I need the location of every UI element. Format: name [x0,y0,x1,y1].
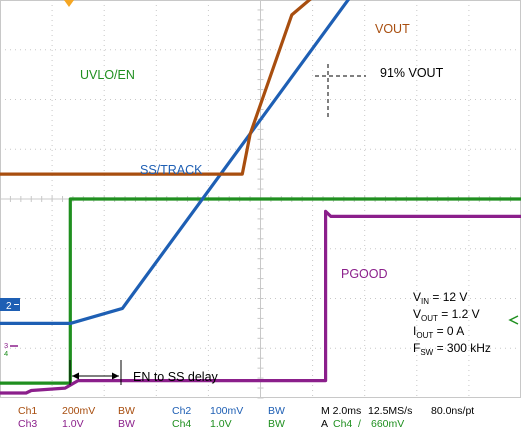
vin-condition: VIN = 12 V [413,290,467,306]
ch4-label: Ch4 [172,418,191,430]
ch1-label: Ch1 [18,405,37,417]
vout-91-label: 91% VOUT [380,66,444,80]
trace-uvlo-en [0,197,521,385]
ch1-scale: 200mV [62,405,95,417]
ch4-ground-marker: 4 [4,349,8,358]
pgood-label: PGOOD [341,267,388,281]
trigger-source-prefix: A [321,418,328,430]
trigger-level-icon [508,315,519,325]
ch2-bw: BW [268,405,285,417]
ch4-bw: BW [268,418,285,430]
ch4-scale: 1.0V [210,418,232,430]
ch3-ground-marker: 3 [4,341,18,350]
fsw-condition: FSW = 300 kHz [413,341,491,357]
svg-text:2: 2 [6,301,12,312]
trace-ss-track [0,0,351,325]
ch2-ground-marker: 2 [0,298,20,312]
svg-text:3: 3 [4,341,8,350]
trace-vout [0,0,312,176]
scope-footer: Ch1 200mV BW Ch2 100mV BW M 2.0ms 12.5MS… [18,405,474,430]
svg-text:4: 4 [4,349,8,358]
ch2-label: Ch2 [172,405,191,417]
delay-bounds [69,360,122,385]
trigger-channel: Ch4 [333,418,352,430]
trigger-slope-icon: / [358,418,361,430]
uvlo-en-label: UVLO/EN [80,68,135,82]
trace-pgood [0,209,521,395]
ch1-bw: BW [118,405,135,417]
ch3-scale: 1.0V [62,418,84,430]
trigger-level: 660mV [371,418,404,430]
timebase: M 2.0ms [321,405,361,417]
vout-label: VOUT [375,22,410,36]
resolution: 80.0ns/pt [431,405,474,417]
operating-conditions: VIN = 12 V VOUT = 1.2 V IOUT = 0 A FSW =… [413,290,491,357]
sample-rate: 12.5MS/s [368,405,412,417]
trigger-position-icon [64,0,74,7]
ch3-bw: BW [118,418,135,430]
iout-condition: IOUT = 0 A [413,324,464,340]
ch2-scale: 100mV [210,405,243,417]
ch3-label: Ch3 [18,418,37,430]
vout-condition: VOUT = 1.2 V [413,307,480,323]
delay-label: EN to SS delay [133,370,219,384]
traces [0,0,521,395]
ss-track-label: SS/TRACK [140,163,203,177]
